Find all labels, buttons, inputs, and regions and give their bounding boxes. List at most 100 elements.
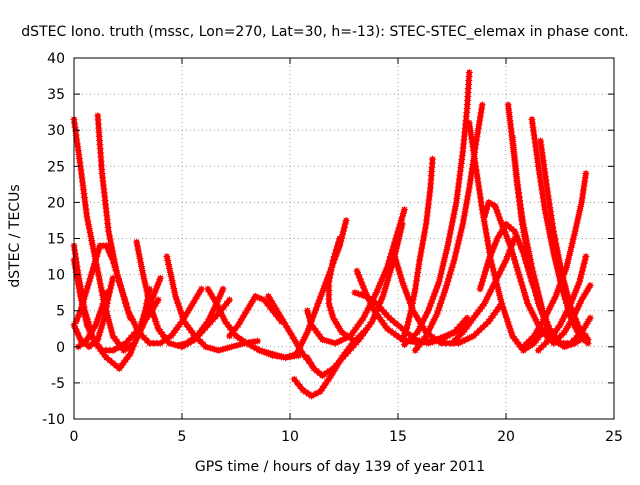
- y-tick-label: -10: [42, 412, 65, 428]
- data-point: [504, 318, 512, 326]
- data-point: [564, 342, 572, 350]
- data-point: [481, 267, 489, 275]
- data-point: [378, 305, 386, 313]
- data-point: [571, 227, 579, 235]
- data-point: [85, 225, 93, 233]
- data-point: [232, 332, 240, 340]
- data-point: [179, 314, 187, 322]
- data-point: [249, 296, 257, 304]
- data-point: [193, 292, 201, 300]
- data-point: [102, 303, 110, 311]
- data-point: [586, 281, 594, 289]
- data-point: [243, 339, 251, 347]
- data-point: [466, 127, 474, 135]
- data-point: [71, 250, 79, 258]
- data-point: [122, 339, 130, 347]
- data-point: [411, 285, 419, 293]
- data-point: [435, 303, 443, 311]
- data-point: [382, 280, 390, 288]
- data-point: [568, 296, 576, 304]
- data-point: [422, 310, 430, 318]
- data-point: [471, 158, 479, 166]
- series-line: [326, 236, 356, 343]
- data-point: [97, 284, 105, 292]
- data-point: [466, 123, 474, 131]
- data-point: [455, 236, 463, 244]
- data-point: [574, 281, 582, 289]
- data-point: [152, 285, 160, 293]
- data-point: [522, 340, 530, 348]
- data-point: [315, 296, 323, 304]
- data-point: [553, 265, 561, 273]
- data-point: [328, 260, 336, 268]
- data-point: [154, 296, 162, 304]
- data-point: [484, 202, 492, 210]
- data-point: [461, 124, 469, 132]
- data-point: [338, 231, 346, 239]
- data-point: [537, 331, 545, 339]
- data-point: [573, 219, 581, 227]
- data-point: [453, 195, 461, 203]
- data-point: [313, 303, 321, 311]
- data-point: [74, 143, 82, 151]
- data-point: [415, 260, 423, 268]
- data-point: [398, 278, 406, 286]
- data-point: [459, 144, 467, 152]
- data-point: [452, 198, 460, 206]
- data-point: [578, 267, 586, 275]
- data-point: [104, 296, 112, 304]
- data-point: [452, 248, 460, 256]
- data-point: [488, 260, 496, 268]
- data-point: [428, 163, 436, 171]
- data-point: [166, 268, 174, 276]
- data-point: [316, 333, 324, 341]
- data-point: [96, 137, 104, 145]
- data-point: [393, 231, 401, 239]
- data-point: [263, 299, 271, 307]
- data-point: [471, 154, 479, 162]
- data-point: [357, 317, 365, 325]
- data-point: [372, 289, 380, 297]
- data-point: [75, 151, 83, 159]
- data-point: [515, 271, 523, 279]
- data-point: [135, 328, 143, 336]
- y-tick-label: 5: [56, 304, 65, 320]
- data-point: [207, 318, 215, 326]
- data-point: [576, 274, 584, 282]
- y-axis-label: dSTEC / TECUs: [7, 184, 23, 287]
- data-point: [155, 278, 163, 286]
- data-point: [554, 269, 562, 277]
- data-point: [462, 336, 470, 344]
- data-point: [323, 378, 331, 386]
- data-point: [426, 303, 434, 311]
- data-point: [389, 317, 397, 325]
- data-point: [565, 303, 573, 311]
- data-point: [71, 260, 79, 268]
- data-point: [531, 275, 539, 283]
- data-point: [552, 239, 560, 247]
- data-point: [482, 225, 490, 233]
- data-point: [511, 256, 519, 264]
- data-point: [537, 137, 545, 145]
- data-point: [209, 307, 217, 315]
- data-point: [95, 124, 103, 132]
- data-point: [584, 285, 592, 293]
- data-point: [448, 263, 456, 271]
- data-point: [578, 198, 586, 206]
- data-point: [511, 157, 519, 165]
- data-point: [434, 281, 442, 289]
- data-point: [308, 321, 316, 329]
- data-point: [495, 288, 503, 296]
- data-point: [180, 318, 188, 326]
- data-point: [88, 267, 96, 275]
- data-point: [505, 105, 513, 113]
- data-point: [342, 216, 350, 224]
- data-point: [138, 318, 146, 326]
- data-point: [254, 337, 262, 345]
- data-point: [476, 113, 484, 121]
- data-point: [101, 196, 109, 204]
- data-point: [168, 276, 176, 284]
- data-point: [105, 227, 113, 235]
- data-point: [102, 346, 110, 354]
- data-point: [73, 135, 81, 143]
